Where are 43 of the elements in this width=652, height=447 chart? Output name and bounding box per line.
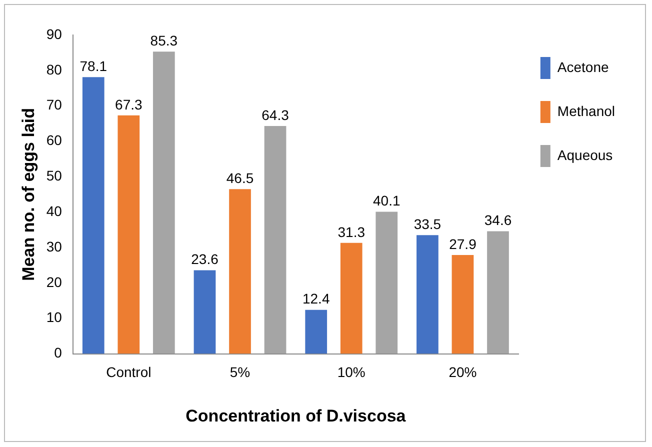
legend-label: Methanol [557,102,615,119]
data-label: 64.3 [262,106,290,123]
data-label: 33.5 [414,216,442,232]
x-tick-label: Control [106,364,152,380]
bar [487,231,509,354]
y-tick-label: 40 [46,202,62,219]
bar [118,115,140,354]
y-tick-label: 90 [46,26,62,42]
bar [82,77,104,354]
bar [305,310,328,354]
data-label: 12.4 [302,290,330,307]
bar [264,126,286,354]
y-axis-title: Mean no. of eggs laid [18,108,38,281]
data-label: 46.5 [226,170,254,186]
bar [340,242,362,354]
bar [152,52,175,354]
y-tick-label: 30 [46,238,62,254]
x-tick-label: 5% [230,364,250,380]
y-tick-label: 80 [46,61,62,78]
data-label: 85.3 [150,32,178,49]
bar [452,254,474,354]
data-label: 34.6 [484,212,512,228]
data-label: 27.9 [449,236,477,252]
y-tick-label: 50 [46,168,62,184]
data-label: 23.6 [191,251,219,268]
y-tick-label: 70 [46,96,62,113]
bar [229,189,251,354]
y-tick-label: 10 [46,309,62,326]
legend-label: Acetone [557,58,609,75]
data-label: 78.1 [80,58,108,74]
legend-label: Aqueous [557,146,613,163]
y-tick-label: 60 [46,132,62,148]
data-label: 67.3 [115,96,142,112]
data-label: 31.3 [338,224,366,240]
x-tick-label: 10% [337,364,366,380]
bar [376,212,398,354]
data-label: 40.1 [373,192,400,209]
x-axis-title: Concentration of D.viscosa [186,406,406,426]
y-tick-label: 0 [54,344,62,361]
bar [194,270,216,354]
x-tick-label: 20% [448,364,477,380]
bar [416,235,438,354]
y-tick-label: 20 [46,274,62,290]
